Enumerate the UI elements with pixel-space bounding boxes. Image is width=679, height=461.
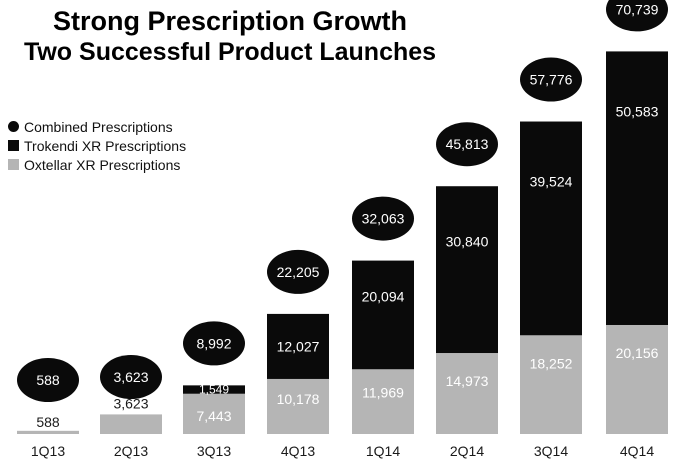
oxtellar-bar-4Q13: [267, 378, 329, 434]
trokendi-data-label-1Q14: 20,094: [362, 288, 405, 304]
combined-data-label-2Q13: 3,623: [113, 369, 148, 385]
legend-item-combined: Combined Prescriptions: [8, 117, 186, 136]
trokendi-data-label-4Q13: 12,027: [277, 338, 320, 354]
combined-data-label-3Q13: 8,992: [196, 335, 231, 351]
x-tick-label-2Q13: 2Q13: [114, 443, 148, 459]
oxtellar-bar-4Q14: [606, 324, 668, 434]
legend-combined-circle-icon: [8, 121, 19, 132]
legend-item-oxtellar: Oxtellar XR Prescriptions: [8, 155, 186, 174]
combined-data-label-1Q13: 588: [36, 372, 60, 388]
combined-total-ellipse-4Q13: [267, 249, 329, 294]
trokendi-data-label-2Q14: 30,840: [446, 233, 489, 249]
x-tick-label-3Q13: 3Q13: [197, 443, 231, 459]
legend-label-oxtellar: Oxtellar XR Prescriptions: [24, 156, 181, 173]
legend-oxtellar-square-icon: [8, 159, 19, 170]
oxtellar-data-label-1Q13: 588: [36, 414, 60, 430]
oxtellar-bar-3Q14: [520, 335, 582, 434]
trokendi-bar-3Q14: [520, 121, 582, 336]
trokendi-bar-4Q14: [606, 51, 668, 325]
oxtellar-data-label-3Q13: 7,443: [196, 408, 231, 424]
x-tick-label-3Q14: 3Q14: [534, 443, 568, 459]
oxtellar-data-label-1Q14: 11,969: [362, 385, 404, 401]
chart-legend: Combined Prescriptions Trokendi XR Presc…: [8, 117, 186, 174]
combined-total-ellipse-3Q13: [183, 321, 245, 366]
x-tick-label-4Q14: 4Q14: [620, 443, 654, 459]
trokendi-bar-4Q13: [267, 313, 329, 379]
trokendi-data-label-3Q14: 39,524: [530, 174, 573, 190]
trokendi-bar-3Q13: [183, 385, 245, 394]
x-tick-label-4Q13: 4Q13: [281, 443, 315, 459]
x-tick-label-2Q14: 2Q14: [450, 443, 484, 459]
chart-title: Strong Prescription Growth: [52, 6, 408, 36]
combined-total-ellipse-2Q13: [100, 355, 162, 399]
trokendi-bar-2Q14: [436, 186, 498, 354]
trokendi-data-label-3Q13: 1,549: [199, 383, 229, 397]
trokendi-data-label-4Q14: 50,583: [616, 103, 659, 119]
oxtellar-bar-2Q14: [436, 353, 498, 434]
oxtellar-bar-1Q14: [352, 369, 414, 434]
oxtellar-data-label-2Q13: 3,623: [113, 395, 148, 411]
oxtellar-data-label-4Q13: 10,178: [277, 391, 320, 407]
oxtellar-data-label-2Q14: 14,973: [446, 373, 489, 389]
combined-data-label-2Q14: 45,813: [446, 136, 489, 152]
combined-total-ellipse-4Q14: [606, 0, 668, 32]
combined-total-ellipse-1Q14: [352, 196, 414, 241]
combined-data-label-1Q14: 32,063: [362, 211, 405, 227]
oxtellar-data-label-3Q14: 18,252: [530, 355, 573, 371]
combined-data-label-3Q14: 57,776: [530, 72, 573, 88]
legend-item-trokendi: Trokendi XR Prescriptions: [8, 136, 186, 155]
x-tick-label-1Q14: 1Q14: [366, 443, 400, 459]
oxtellar-bar-1Q13: [17, 430, 79, 434]
legend-label-trokendi: Trokendi XR Prescriptions: [24, 137, 187, 154]
legend-label-combined: Combined Prescriptions: [24, 118, 173, 135]
combined-total-ellipse-1Q13: [17, 358, 79, 402]
combined-total-ellipse-3Q14: [520, 57, 582, 102]
combined-data-label-4Q13: 22,205: [277, 264, 320, 280]
combined-total-ellipse-2Q14: [436, 122, 498, 167]
oxtellar-bar-3Q13: [183, 393, 245, 434]
oxtellar-data-label-4Q14: 20,156: [616, 345, 659, 361]
oxtellar-bar-2Q13: [100, 414, 162, 434]
combined-data-label-4Q14: 70,739: [616, 1, 659, 17]
legend-trokendi-square-icon: [8, 140, 19, 151]
chart-subtitle: Two Successful Product Launches: [23, 38, 437, 66]
x-tick-label-1Q13: 1Q13: [31, 443, 65, 459]
trokendi-bar-1Q14: [352, 260, 414, 370]
